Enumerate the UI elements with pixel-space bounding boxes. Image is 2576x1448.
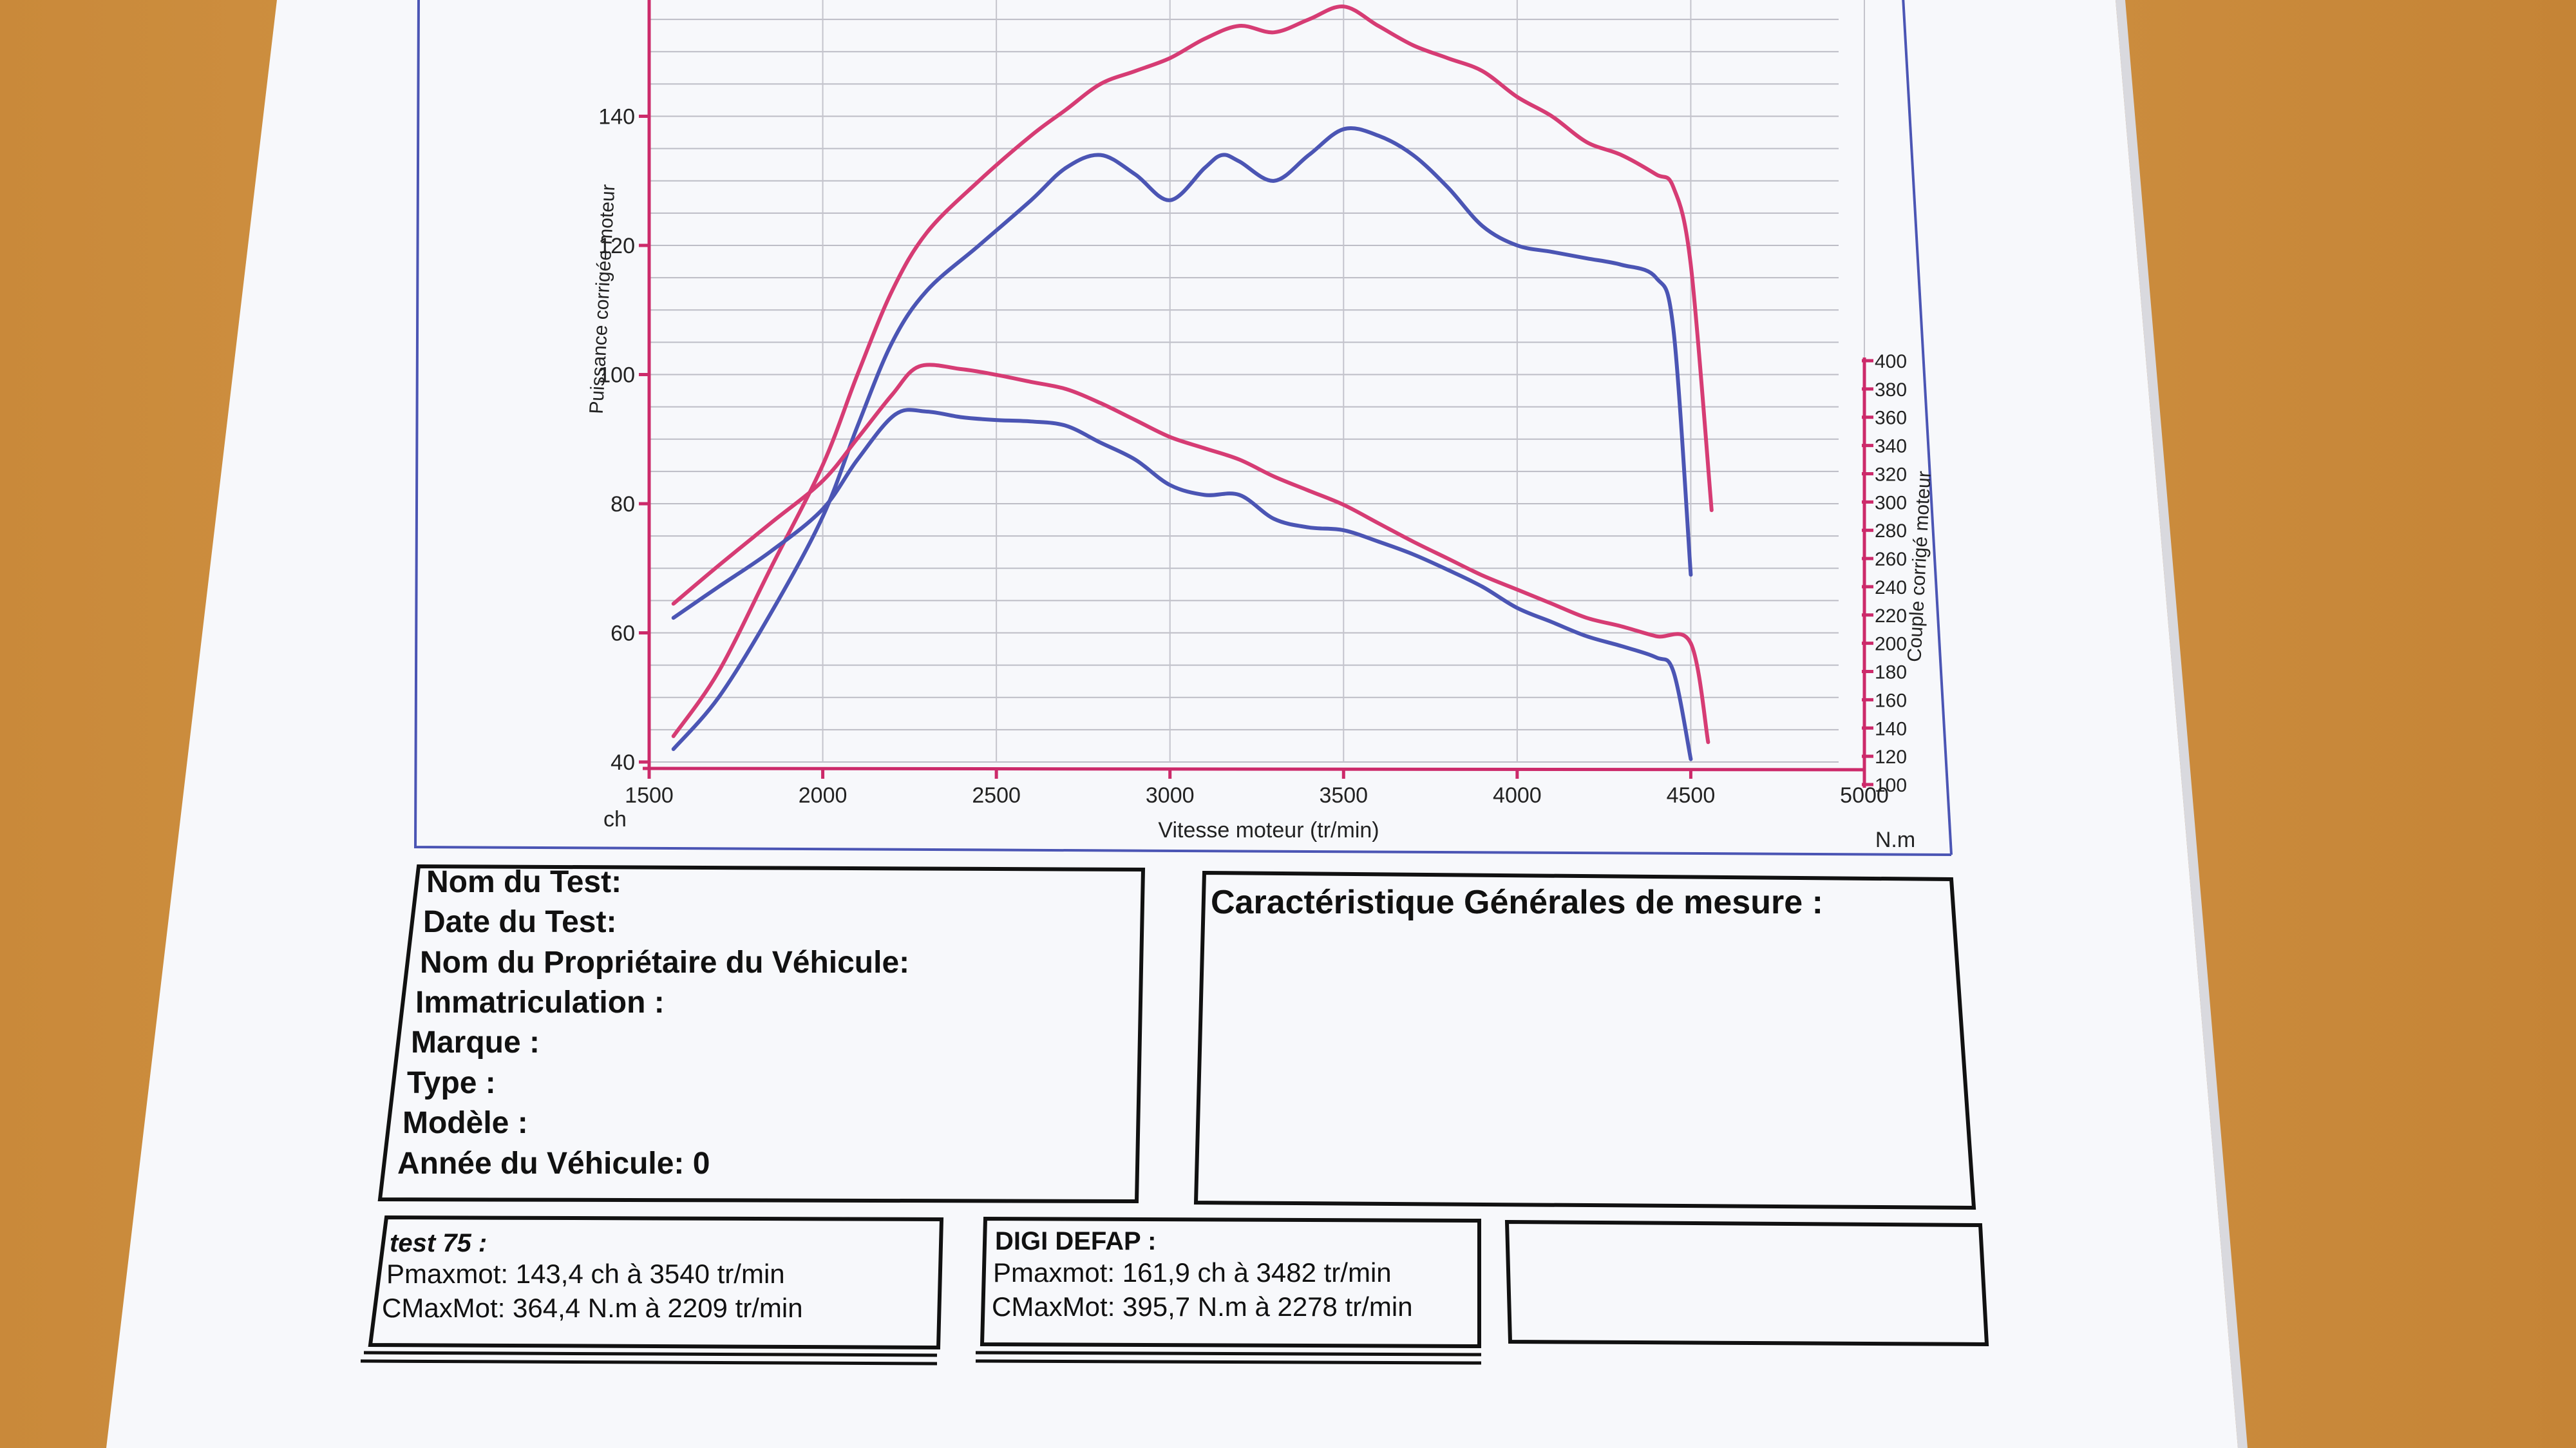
left-tick-label: 120 <box>598 234 635 258</box>
dyno-chart: 1500 2000 2500 3000 3500 4000 4500 5000 40 60 80 1… <box>586 0 1935 852</box>
left-axis-ticks: 406080100120140160 <box>598 105 649 775</box>
test-info-panel: Nom du Test: Date du Test: Nom du Propri… <box>377 864 1146 1204</box>
right-tick-label: 120 <box>1875 747 1907 768</box>
chart-frame <box>413 0 1952 856</box>
summary-empty-box <box>1504 1219 1989 1347</box>
summary-digi-defap: DIGI DEFAP : Pmaxmot: 161,9 ch à 3482 tr… <box>975 1216 1482 1365</box>
right-tick-label: 240 <box>1875 577 1907 598</box>
x-tick-label: 2000 <box>799 783 848 808</box>
chart-frame-right <box>1902 0 1953 855</box>
series-torque-digi-defap-line <box>671 363 1710 745</box>
summary-digi-cmax: CMaxMot: 395,7 N.m à 2278 tr/min <box>992 1291 1413 1322</box>
info-line-registration: Immatriculation : <box>415 986 665 1020</box>
right-tick-label: 140 <box>1875 718 1907 739</box>
right-tick-label: 340 <box>1875 436 1907 457</box>
right-axis-ticks: 100 120 140 160 180 200 220 240 260 280 300 320 340 3… <box>1862 351 1907 796</box>
right-tick-label: 360 <box>1875 408 1907 429</box>
paper-shadow-edge <box>2116 0 2248 1448</box>
x-axis-title: Vitesse moteur (tr/min) <box>1158 818 1379 843</box>
info-line-year: Année du Véhicule: 0 <box>397 1147 710 1181</box>
right-tick-label: 300 <box>1875 492 1907 513</box>
left-axis-unit: ch <box>603 807 627 832</box>
info-line-owner: Nom du Propriétaire du Véhicule: <box>420 946 909 980</box>
info-line-type: Type : <box>407 1066 496 1100</box>
x-tick-label: 3000 <box>1146 783 1195 808</box>
info-line-test-name: Nom du Test: <box>426 865 621 899</box>
summary-digi-pmax: Pmaxmot: 161,9 ch à 3482 tr/min <box>993 1257 1392 1288</box>
series-power-test-75-line <box>671 126 1693 751</box>
x-tick-label: 1500 <box>625 783 674 808</box>
right-tick-label: 280 <box>1875 520 1907 542</box>
summary-test75: test 75 : Pmaxmot: 143,4 ch à 3540 tr/mi… <box>360 1215 944 1366</box>
summary-test75-title: test 75 : <box>390 1229 487 1257</box>
right-tick-label: 400 <box>1875 351 1907 372</box>
series-power-digi-defap-line <box>671 5 1714 738</box>
info-line-test-date: Date du Test: <box>423 905 616 939</box>
x-axis-line <box>642 767 1865 772</box>
right-tick-label: 380 <box>1875 379 1907 401</box>
right-tick-label: 160 <box>1875 690 1907 711</box>
left-tick-label: 80 <box>611 492 635 517</box>
right-tick-label: 100 <box>1875 775 1907 796</box>
paper-sheet <box>106 0 2238 1448</box>
right-tick-label: 320 <box>1875 464 1907 485</box>
left-tick-label: 40 <box>611 750 635 775</box>
right-tick-label: 180 <box>1875 662 1907 683</box>
summary-test75-pmax: Pmaxmot: 143,4 ch à 3540 tr/min <box>386 1259 785 1289</box>
info-line-brand: Marque : <box>411 1025 540 1060</box>
summary-digi-title: DIGI DEFAP : <box>995 1227 1156 1255</box>
x-axis-ticks: 1500 2000 2500 3000 3500 4000 4500 5000 <box>625 768 1889 808</box>
info-line-model: Modèle : <box>402 1106 528 1140</box>
chart-series <box>671 5 1714 761</box>
summary-test75-cmax: CMaxMot: 364,4 N.m à 2209 tr/min <box>382 1293 803 1323</box>
right-tick-label: 200 <box>1875 634 1907 655</box>
left-tick-label: 60 <box>611 622 635 646</box>
series-torque-test-75-line <box>671 408 1693 761</box>
x-tick-label: 4500 <box>1667 783 1716 808</box>
x-tick-label: 5000 <box>1840 783 1889 808</box>
left-tick-label: 140 <box>598 105 635 129</box>
x-tick-label: 4000 <box>1493 783 1542 808</box>
x-tick-label: 2500 <box>972 783 1021 808</box>
x-tick-label: 3500 <box>1319 783 1368 808</box>
right-tick-label: 220 <box>1875 605 1907 627</box>
right-tick-label: 260 <box>1875 549 1907 570</box>
right-axis-unit: N.m <box>1875 828 1915 852</box>
measure-panel-title: Caractéristique Générales de mesure : <box>1211 884 1823 921</box>
measure-panel: Caractéristique Générales de mesure : <box>1193 870 1976 1210</box>
left-tick-label: 100 <box>598 363 635 388</box>
